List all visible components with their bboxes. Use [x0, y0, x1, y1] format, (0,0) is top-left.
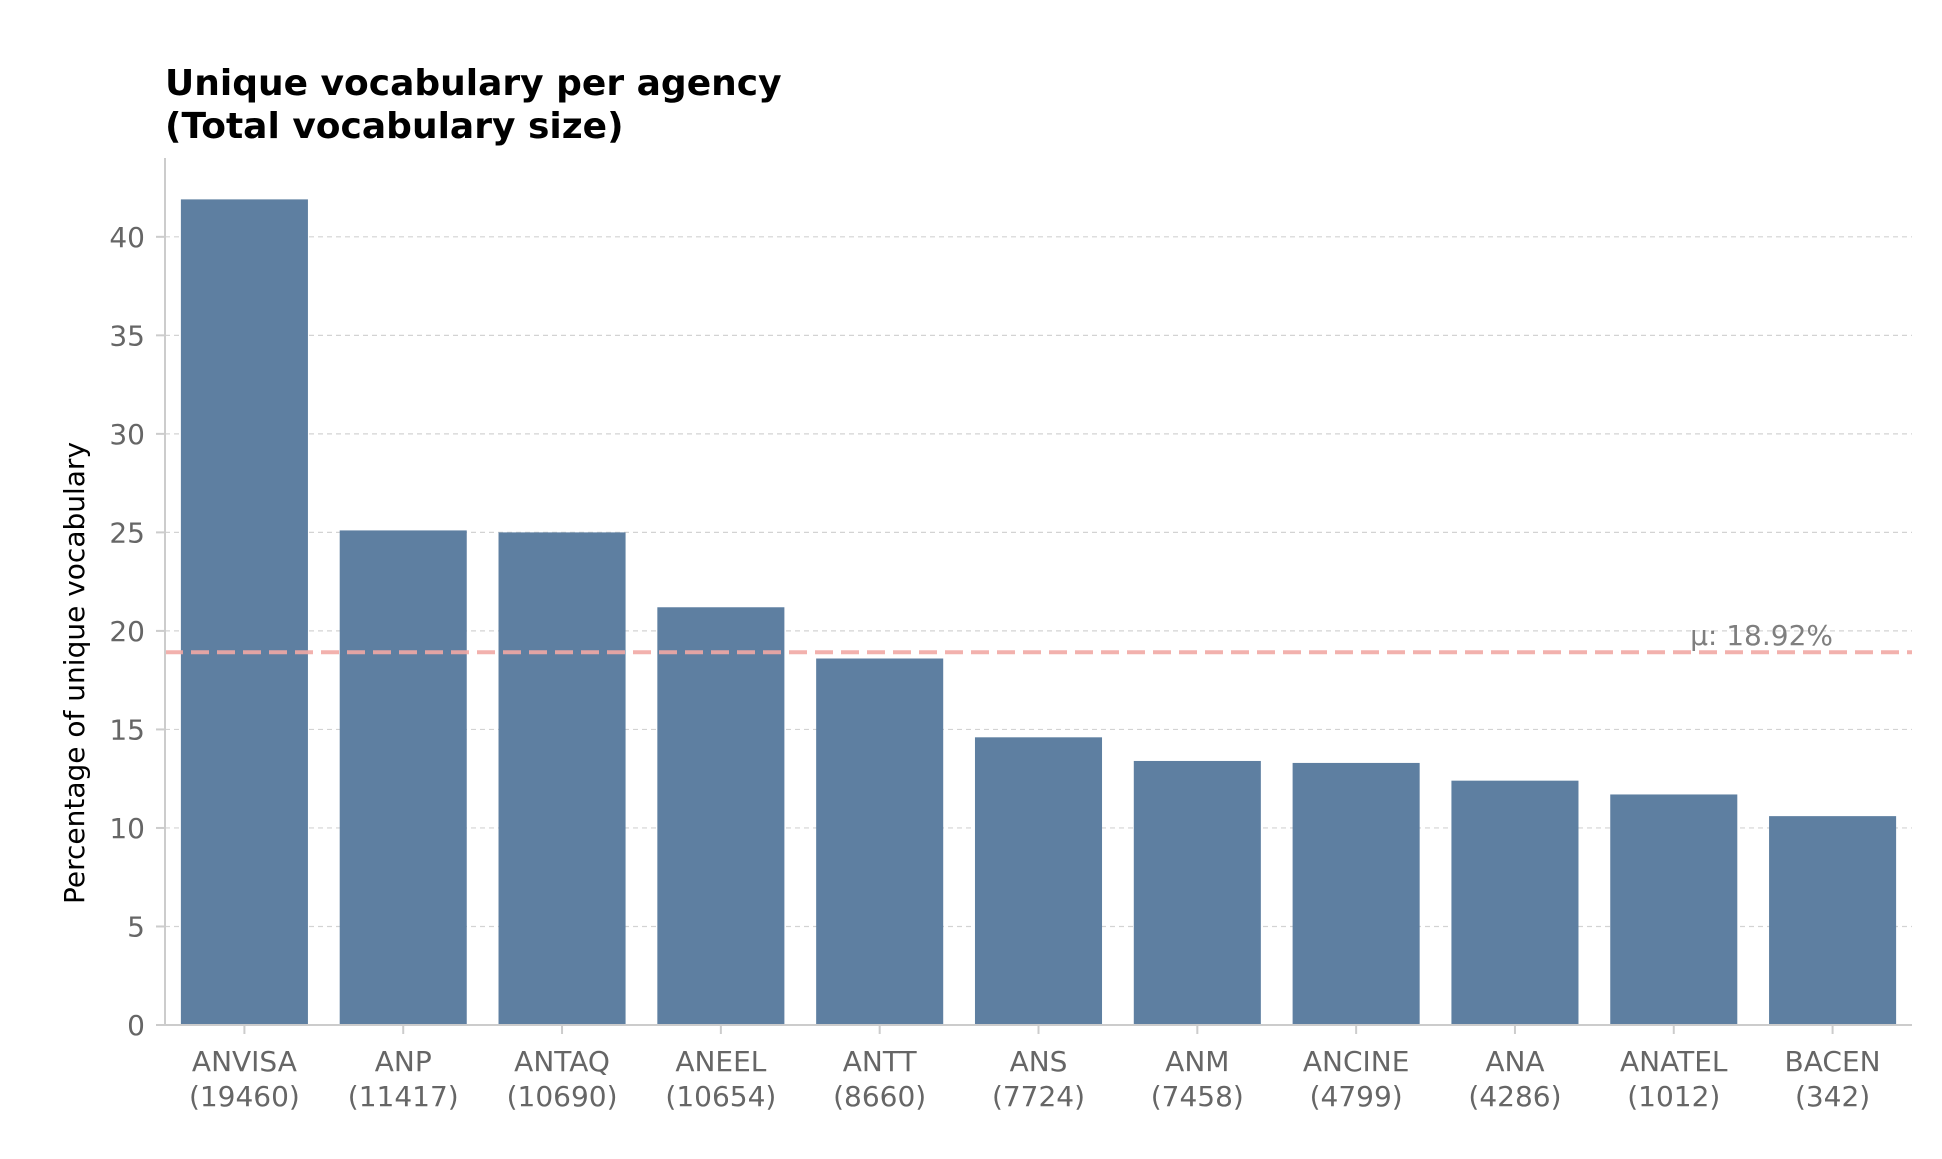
- bars: [180, 199, 1897, 1026]
- x-tick-sublabel: (8660): [833, 1080, 926, 1113]
- chart-title-line2: (Total vocabulary size): [165, 106, 624, 147]
- y-tick-label: 10: [109, 812, 145, 845]
- bar-antaq: [498, 532, 626, 1025]
- x-axis-ticks: ANVISA(19460) ANP(11417) ANTAQ(10690) ANEEL…: [189, 1025, 1881, 1113]
- bar-antt: [816, 658, 944, 1025]
- bar-anatel: [1610, 794, 1738, 1025]
- x-tick-label: ANCINE: [1303, 1045, 1410, 1078]
- x-tick-label: ANEEL: [675, 1045, 766, 1078]
- x-tick-label: ANA: [1485, 1045, 1544, 1078]
- y-axis-ticks: 0 5 10 15 20 25 30 35 40: [109, 221, 165, 1042]
- x-tick-sublabel: (7458): [1151, 1080, 1244, 1113]
- bar-bacen: [1769, 816, 1897, 1025]
- x-tick-sublabel: (342): [1795, 1080, 1870, 1113]
- bar-aneel: [657, 607, 785, 1025]
- bar-ancine: [1292, 762, 1420, 1025]
- bar-anvisa: [180, 199, 308, 1026]
- bar-anp: [339, 530, 467, 1025]
- x-tick-sublabel: (4286): [1468, 1080, 1561, 1113]
- x-tick-sublabel: (1012): [1627, 1080, 1720, 1113]
- x-tick-label: ANS: [1010, 1045, 1068, 1078]
- y-tick-label: 40: [109, 221, 145, 254]
- bar-anm: [1133, 760, 1261, 1025]
- y-tick-label: 5: [127, 910, 145, 943]
- y-axis-title: Percentage of unique vocabulary: [58, 442, 91, 904]
- x-tick-label: ANTT: [843, 1045, 918, 1078]
- x-tick-label: BACEN: [1785, 1045, 1881, 1078]
- y-tick-label: 0: [127, 1009, 145, 1042]
- bar-ana: [1451, 780, 1579, 1025]
- x-tick-sublabel: (11417): [348, 1080, 459, 1113]
- chart-title-line1: Unique vocabulary per agency: [165, 63, 782, 104]
- x-tick-sublabel: (7724): [992, 1080, 1085, 1113]
- bar-ans: [974, 737, 1103, 1025]
- x-tick-label: ANM: [1165, 1045, 1229, 1078]
- x-tick-label: ANTAQ: [514, 1045, 610, 1078]
- x-tick-label: ANVISA: [192, 1045, 297, 1078]
- mean-label: μ: 18.92%: [1690, 619, 1833, 652]
- y-tick-label: 30: [109, 418, 145, 451]
- x-tick-sublabel: (10690): [507, 1080, 618, 1113]
- y-tick-label: 25: [109, 516, 145, 549]
- x-tick-label: ANATEL: [1620, 1045, 1728, 1078]
- x-tick-sublabel: (4799): [1310, 1080, 1403, 1113]
- x-tick-label: ANP: [375, 1045, 432, 1078]
- y-tick-label: 35: [109, 319, 145, 352]
- y-tick-label: 20: [109, 615, 145, 648]
- x-tick-sublabel: (10654): [665, 1080, 776, 1113]
- y-tick-label: 15: [109, 713, 145, 746]
- mean-line-group: μ: 18.92%: [165, 619, 1912, 655]
- x-tick-sublabel: (19460): [189, 1080, 300, 1113]
